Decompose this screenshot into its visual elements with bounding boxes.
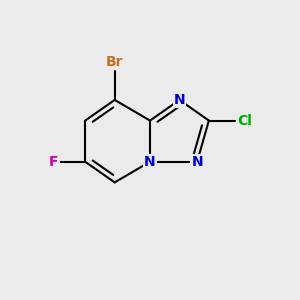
Text: N: N [191, 155, 203, 169]
Text: Cl: Cl [237, 114, 252, 128]
Text: Br: Br [106, 55, 123, 69]
Text: N: N [144, 155, 156, 169]
Text: F: F [49, 155, 59, 169]
Text: N: N [174, 93, 185, 107]
